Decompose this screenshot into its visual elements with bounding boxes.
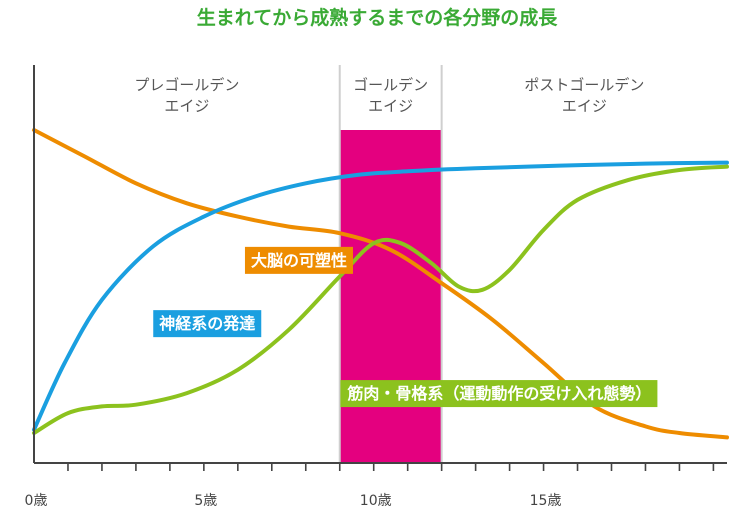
series-label-nervous-system: 神経系の発達 [153, 310, 262, 338]
series-layer [32, 128, 729, 440]
series-label-box [244, 246, 353, 274]
series-label-text: 神経系の発達 [159, 314, 255, 333]
chart-title: 生まれてから成熟するまでの各分野の成長 [197, 6, 558, 29]
series-label-box [153, 310, 262, 338]
x-tick-label: 15歳 [530, 493, 562, 509]
series-line-nervous-system [32, 160, 729, 432]
series-label-muscle-skeletal: 筋肉・骨格系（運動動作の受け入れ態勢） [340, 380, 658, 408]
series-label-box [340, 380, 658, 408]
series-line-brain-plasticity [32, 128, 729, 440]
series-label-text: 大脳の可塑性 [251, 251, 347, 270]
period-label-golden: ゴールデンエイジ [353, 76, 428, 115]
period-layer: プレゴールデンエイジ ゴールデンエイジ ポストゴールデンエイジ [134, 65, 644, 463]
series-line-muscle-skeletal [32, 164, 729, 435]
x-tick-label: 10歳 [360, 493, 392, 509]
period-label-pre-golden: プレゴールデンエイジ [134, 76, 239, 115]
axes-layer: 0歳 5歳 10歳 15歳 [25, 65, 727, 509]
golden-age-band [339, 130, 442, 463]
x-tick-label: 0歳 [25, 493, 48, 509]
series-label-brain-plasticity: 大脳の可塑性 [244, 246, 353, 274]
series-label-text: 筋肉・骨格系（運動動作の受け入れ態勢） [346, 384, 651, 403]
x-tick-label: 5歳 [194, 493, 217, 509]
period-label-post-golden: ポストゴールデンエイジ [524, 76, 644, 115]
